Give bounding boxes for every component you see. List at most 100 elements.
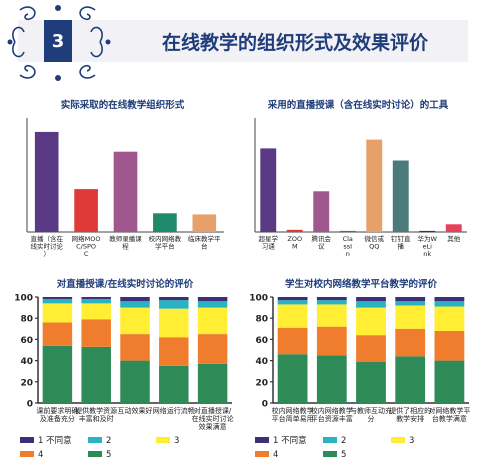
stack-segment [42, 299, 73, 304]
bar [34, 131, 59, 232]
stack-segment [120, 297, 150, 302]
x-tick-label: 教师录播课程 [109, 234, 142, 251]
chart-title: 采用的直播授课（含在线实时讨论）的工具 [267, 99, 449, 111]
chart-platform-eval: 学生对校内网络教学平台教学的评价 0 20 40 60 80 100 校内网络教学平台简单易用… [249, 278, 470, 460]
stack-segment [81, 297, 111, 300]
bar [74, 189, 98, 232]
x-tick-label: Cla ssI n [343, 235, 353, 258]
stack-segment [434, 297, 465, 302]
y-tick-label: 80 [255, 315, 268, 325]
stack-segment [42, 303, 73, 323]
y-tick-label: 0 [262, 400, 268, 410]
y-tick-label: 100 [249, 294, 268, 304]
legend-label: 2 [106, 436, 111, 446]
stack-segment [356, 307, 386, 336]
chart-live-eval: 对直播授课/在线实时讨论的评价 0 20 40 60 80 100 课前要求明确及准备充分提供… [14, 278, 234, 460]
stack-segment [395, 305, 426, 329]
legend-swatch [20, 437, 34, 443]
legend-swatch [323, 451, 337, 457]
x-tick-label: 课前要求明确及准备充分 [36, 406, 78, 423]
stack-segment [159, 300, 189, 309]
bar [260, 148, 277, 232]
section-number: 3 [44, 20, 72, 62]
x-tick-label: 校内网络教学平台资源丰富 [311, 406, 353, 423]
x-tick-label: ZOO M [287, 235, 302, 251]
x-tick-label: 互动效果好 [118, 406, 153, 415]
bar [392, 160, 409, 232]
stack-segment [434, 301, 465, 307]
legend-label: 4 [38, 450, 43, 460]
stack-segment [81, 303, 111, 320]
stack-segment [81, 346, 111, 403]
legend-swatch [20, 451, 34, 457]
legend-label: 1 不同意 [38, 435, 72, 446]
x-tick-label: 钉钉直播 [391, 234, 411, 251]
x-tick-label: 校内网络教学平台 [149, 234, 182, 251]
x-tick-label: 对直播授课/在线实时讨论效果满意 [192, 406, 234, 431]
y-tick-label: 80 [20, 315, 33, 325]
bar [153, 213, 177, 232]
x-tick-label: 提供教学资源丰富和及时 [75, 406, 117, 423]
stack-segment [197, 301, 228, 308]
x-tick-label: 超星学习通 [259, 234, 279, 251]
bar [419, 230, 436, 232]
x-tick-label: 临床教学平台 [188, 234, 221, 251]
bar [286, 229, 303, 232]
chart-title: 对直播授课/在线实时讨论的评价 [57, 278, 194, 290]
x-tick-label: 华为W eLi nk [418, 234, 438, 258]
legend-swatch [391, 437, 405, 443]
stack-segment [434, 306, 465, 331]
y-tick-label: 60 [20, 336, 33, 346]
legend-label: 5 [106, 450, 111, 460]
legend-label: 1 不同意 [273, 435, 307, 446]
bar [313, 191, 330, 232]
stack-segment [120, 334, 150, 361]
stack-segment [316, 297, 347, 301]
y-tick-label: 0 [27, 400, 33, 410]
stack-segment [395, 328, 426, 357]
legend-label: 2 [341, 436, 346, 446]
y-tick-label: 60 [255, 336, 268, 346]
stack-segment [356, 301, 386, 308]
stack-segment [277, 297, 308, 301]
bar [366, 139, 383, 232]
stack-segment [120, 307, 150, 335]
stack-segment [316, 355, 347, 403]
floral-ornament-icon [7, 5, 111, 81]
stack-segment [316, 304, 347, 327]
stack-segment [395, 356, 426, 403]
legend-swatch [88, 437, 102, 443]
x-tick-label: 微信或 QQ [365, 234, 385, 251]
stack-segment [81, 299, 111, 304]
stack-segment [42, 345, 73, 403]
stack-segment [197, 307, 228, 335]
stack-segment [356, 361, 386, 403]
bar [339, 230, 356, 232]
stack-segment [277, 327, 308, 355]
stack-segment [434, 330, 465, 361]
bar [113, 151, 138, 232]
x-tick-label: 网络MOO C/SPO C [72, 234, 101, 258]
y-tick-label: 100 [14, 294, 33, 304]
legend-label: 3 [174, 436, 179, 446]
stack-segment [277, 300, 308, 305]
legend-swatch [255, 451, 269, 457]
stack-segment [395, 301, 426, 306]
x-tick-label: 直播（含在线实时讨论） [30, 234, 63, 258]
stack-segment [197, 363, 228, 403]
stack-segment [316, 326, 347, 356]
stack-segment [120, 360, 150, 403]
bar [192, 214, 217, 232]
chart-title: 学生对校内网络教学平台教学的评价 [285, 278, 438, 290]
x-tick-label: 与教师互动充分 [350, 406, 392, 423]
stack-segment [81, 319, 111, 347]
stack-segment [356, 297, 386, 302]
stack-segment [159, 308, 189, 338]
stack-segment [197, 297, 228, 302]
legend-label: 3 [409, 436, 414, 446]
stack-segment [42, 297, 73, 300]
x-tick-label: 网络运行流畅 [153, 406, 195, 415]
page-title: 在线教学的组织形式及效果评价 [161, 31, 428, 54]
